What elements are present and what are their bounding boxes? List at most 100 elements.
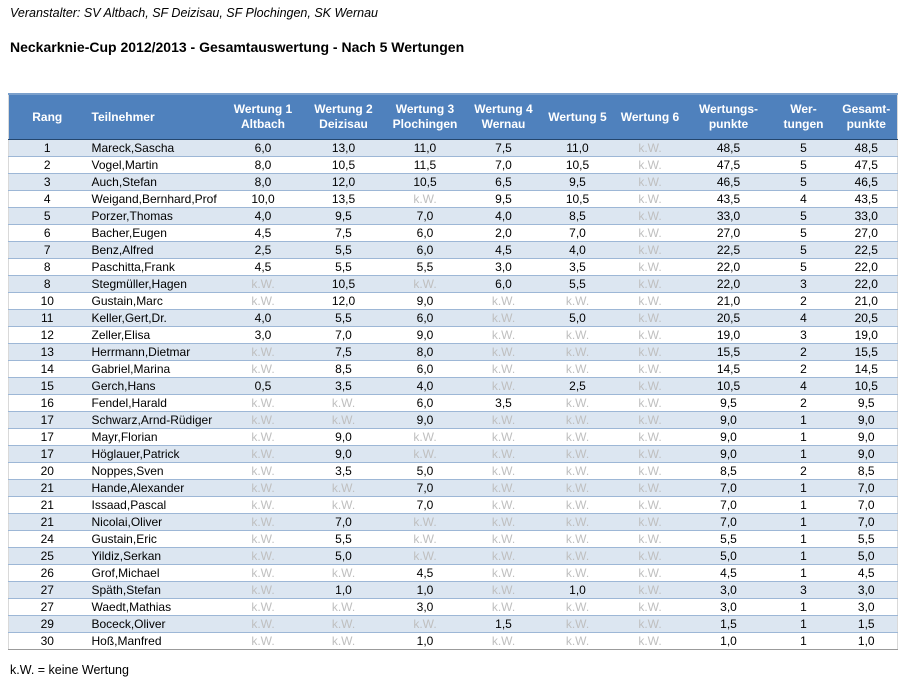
cell-count: 5 bbox=[771, 258, 836, 276]
cell-rank: 5 bbox=[8, 207, 86, 225]
cell-rank: 16 bbox=[8, 394, 86, 412]
cell-w5: k.W. bbox=[540, 530, 615, 548]
cell-count: 1 bbox=[771, 615, 836, 633]
table-row: 16 Fendel,Harald k.W. k.W. 6,0 3,5 k.W. k.W. 9,5… bbox=[8, 394, 898, 412]
cell-w6: k.W. bbox=[614, 581, 686, 599]
cell-rank: 1 bbox=[43, 141, 51, 155]
cell-name: Gabriel,Marina bbox=[85, 360, 223, 378]
table-row: 15 Gerch,Hans 0,5 3,5 4,0 k.W. 2,5 k.W. 10,5 4 10,… bbox=[8, 377, 898, 395]
cell-w6: k.W. bbox=[614, 598, 686, 616]
cell-rank: 21 bbox=[8, 513, 86, 531]
column-header-total: Gesamt- punkte bbox=[835, 93, 898, 140]
cell-total: 7,0 bbox=[835, 479, 898, 497]
cell-w5: k.W. bbox=[540, 479, 615, 497]
cell-w4: k.W. bbox=[466, 292, 541, 310]
cell-name: Fendel,Harald bbox=[85, 394, 223, 412]
cell-total: 33,0 bbox=[835, 207, 898, 225]
cell-w3: k.W. bbox=[383, 513, 467, 531]
table-row: 10 Gustain,Marc k.W. 12,0 9,0 k.W. k.W. k.W. 21,… bbox=[8, 292, 898, 310]
cell-total: 20,5 bbox=[835, 309, 898, 327]
cell-w5: 3,5 bbox=[540, 258, 615, 276]
cell-name: Späth,Stefan bbox=[85, 581, 223, 599]
cell-name: Grof,Michael bbox=[85, 564, 223, 582]
cell-total: 27,0 bbox=[835, 224, 898, 242]
table-row: 4 Weigand,Bernhard,Prof 10,0 13,5 k.W. 9,5 10,… bbox=[8, 190, 898, 208]
cell-w5: k.W. bbox=[540, 547, 615, 565]
cell-w4: 2,0 bbox=[466, 224, 541, 242]
cell-total: 22,0 bbox=[835, 275, 898, 293]
column-header-w2: Wertung 2 Deizisau bbox=[303, 93, 384, 140]
cell-wpoints: 19,0 bbox=[685, 326, 772, 344]
cell-w1: k.W. bbox=[222, 513, 304, 531]
cell-name: Waedt,Mathias bbox=[85, 598, 223, 616]
cell-w3: 11,0 bbox=[413, 141, 437, 155]
cell-w6: k.W. bbox=[614, 615, 686, 633]
cell-count: 1 bbox=[771, 632, 836, 650]
cell-total: 43,5 bbox=[835, 190, 898, 208]
cell-w5: k.W. bbox=[540, 632, 615, 650]
cell-w5: 9,5 bbox=[540, 173, 615, 191]
cell-w5: 10,5 bbox=[540, 190, 615, 208]
table-row: 3 Auch,Stefan 8,0 12,0 10,5 6,5 9,5 k.W. 46,5 5 46… bbox=[8, 173, 898, 191]
table-row: 17 Mayr,Florian k.W. 9,0 k.W. k.W. k.W. k.W. 9,0… bbox=[8, 428, 898, 446]
cell-w2: k.W. bbox=[303, 479, 384, 497]
cell-w6: k.W. bbox=[614, 479, 686, 497]
cell-total: 5,5 bbox=[835, 530, 898, 548]
cell-w1: 2,5 bbox=[222, 241, 304, 259]
cell-total: 9,0 bbox=[835, 428, 898, 446]
cell-w3: 1,0 bbox=[383, 581, 467, 599]
cell-name: Benz,Alfred bbox=[85, 241, 223, 259]
cell-w4: k.W. bbox=[466, 496, 541, 514]
cell-name: Weigand,Bernhard,Prof bbox=[85, 190, 223, 208]
cell-w2: 10,5 bbox=[303, 275, 384, 293]
cell-w1: k.W. bbox=[222, 479, 304, 497]
cell-count: 1 bbox=[771, 479, 836, 497]
table-row: 29 Boceck,Oliver k.W. k.W. k.W. 1,5 k.W. k.W. 1,… bbox=[8, 615, 898, 633]
table-row: 27 Späth,Stefan k.W. 1,0 1,0 k.W. 1,0 k.W. 3,0 3 3… bbox=[8, 581, 898, 599]
table-row: 7 Benz,Alfred 2,5 5,5 6,0 4,5 4,0 k.W. 22,5 5 22,5 bbox=[8, 241, 898, 259]
cell-w6: k.W. bbox=[614, 241, 686, 259]
cell-w4: 3,5 bbox=[466, 394, 541, 412]
cell-count: 2 bbox=[771, 394, 836, 412]
cell-w2: k.W. bbox=[303, 598, 384, 616]
cell-w3: 6,0 bbox=[383, 241, 467, 259]
table-row: 17 Schwarz,Arnd-Rüdiger k.W. k.W. 9,0 k.W. k.W… bbox=[8, 411, 898, 429]
cell-total: 47,5 bbox=[835, 156, 898, 174]
table-row: 8 Paschitta,Frank 4,5 5,5 5,5 3,0 3,5 k.W. 22,0 5… bbox=[8, 258, 898, 276]
cell-w5: k.W. bbox=[540, 615, 615, 633]
cell-w3: 11,5 bbox=[383, 156, 467, 174]
cell-w1: k.W. bbox=[222, 564, 304, 582]
cell-w5: 8,5 bbox=[540, 207, 615, 225]
cell-w1: 4,0 bbox=[222, 207, 304, 225]
cell-name: Schwarz,Arnd-Rüdiger bbox=[85, 411, 223, 429]
cell-w4: k.W. bbox=[466, 445, 541, 463]
cell-count: 1 bbox=[771, 411, 836, 429]
legend-footnote: k.W. = keine Wertung bbox=[10, 663, 129, 677]
cell-w6: k.W. bbox=[614, 377, 686, 395]
cell-wpoints: 22,0 bbox=[685, 258, 772, 276]
cell-total: 19,0 bbox=[835, 326, 898, 344]
cell-w5: 5,0 bbox=[540, 309, 615, 327]
cell-w3: k.W. bbox=[383, 275, 467, 293]
cell-w2: 9,5 bbox=[303, 207, 384, 225]
cell-wpoints: 5,5 bbox=[685, 530, 772, 548]
cell-w4: k.W. bbox=[466, 479, 541, 497]
cell-w1: k.W. bbox=[222, 428, 304, 446]
cell-w1: k.W. bbox=[222, 581, 304, 599]
cell-wpoints: 7,0 bbox=[685, 513, 772, 531]
cell-total: 48,5 bbox=[854, 141, 878, 155]
column-header-count: Wer- tungen bbox=[771, 93, 836, 140]
cell-rank: 17 bbox=[8, 411, 86, 429]
cell-count: 1 bbox=[771, 445, 836, 463]
cell-count: 1 bbox=[771, 530, 836, 548]
cell-w3: 5,0 bbox=[383, 462, 467, 480]
cell-name: Zeller,Elisa bbox=[85, 326, 223, 344]
cell-w1: k.W. bbox=[222, 530, 304, 548]
table-row: 12 Zeller,Elisa 3,0 7,0 9,0 k.W. k.W. k.W. 19,0 3… bbox=[8, 326, 898, 344]
cell-w5: k.W. bbox=[540, 598, 615, 616]
cell-total: 9,0 bbox=[835, 411, 898, 429]
cell-w3: 4,0 bbox=[383, 377, 467, 395]
cell-count: 4 bbox=[771, 190, 836, 208]
cell-w6: k.W. bbox=[614, 411, 686, 429]
cell-rank: 15 bbox=[8, 377, 86, 395]
